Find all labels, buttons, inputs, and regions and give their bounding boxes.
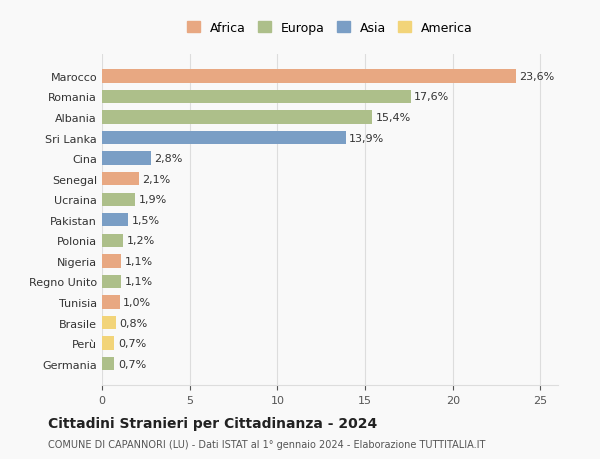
Text: 0,7%: 0,7%	[118, 338, 146, 348]
Bar	[102, 193, 136, 207]
Text: 1,1%: 1,1%	[125, 277, 153, 287]
Bar	[102, 111, 372, 124]
Legend: Africa, Europa, Asia, America: Africa, Europa, Asia, America	[184, 18, 476, 39]
Text: 1,0%: 1,0%	[123, 297, 151, 308]
Bar	[102, 255, 121, 268]
Bar	[102, 296, 119, 309]
Bar	[102, 316, 116, 330]
Text: 1,9%: 1,9%	[139, 195, 167, 205]
Bar	[102, 70, 516, 84]
Bar	[102, 132, 346, 145]
Text: 23,6%: 23,6%	[520, 72, 554, 82]
Text: 2,1%: 2,1%	[142, 174, 170, 185]
Bar	[102, 275, 121, 289]
Bar	[102, 152, 151, 165]
Bar	[102, 90, 410, 104]
Bar	[102, 173, 139, 186]
Text: 1,2%: 1,2%	[127, 236, 155, 246]
Text: 15,4%: 15,4%	[376, 113, 411, 123]
Text: 17,6%: 17,6%	[414, 92, 449, 102]
Text: 1,1%: 1,1%	[125, 256, 153, 266]
Text: 2,8%: 2,8%	[155, 154, 183, 164]
Text: Cittadini Stranieri per Cittadinanza - 2024: Cittadini Stranieri per Cittadinanza - 2…	[48, 416, 377, 430]
Bar	[102, 234, 123, 247]
Text: 0,7%: 0,7%	[118, 359, 146, 369]
Text: COMUNE DI CAPANNORI (LU) - Dati ISTAT al 1° gennaio 2024 - Elaborazione TUTTITAL: COMUNE DI CAPANNORI (LU) - Dati ISTAT al…	[48, 440, 485, 449]
Bar	[102, 337, 114, 350]
Text: 1,5%: 1,5%	[132, 215, 160, 225]
Text: 13,9%: 13,9%	[349, 133, 385, 143]
Bar	[102, 357, 114, 370]
Bar	[102, 213, 128, 227]
Text: 0,8%: 0,8%	[119, 318, 148, 328]
